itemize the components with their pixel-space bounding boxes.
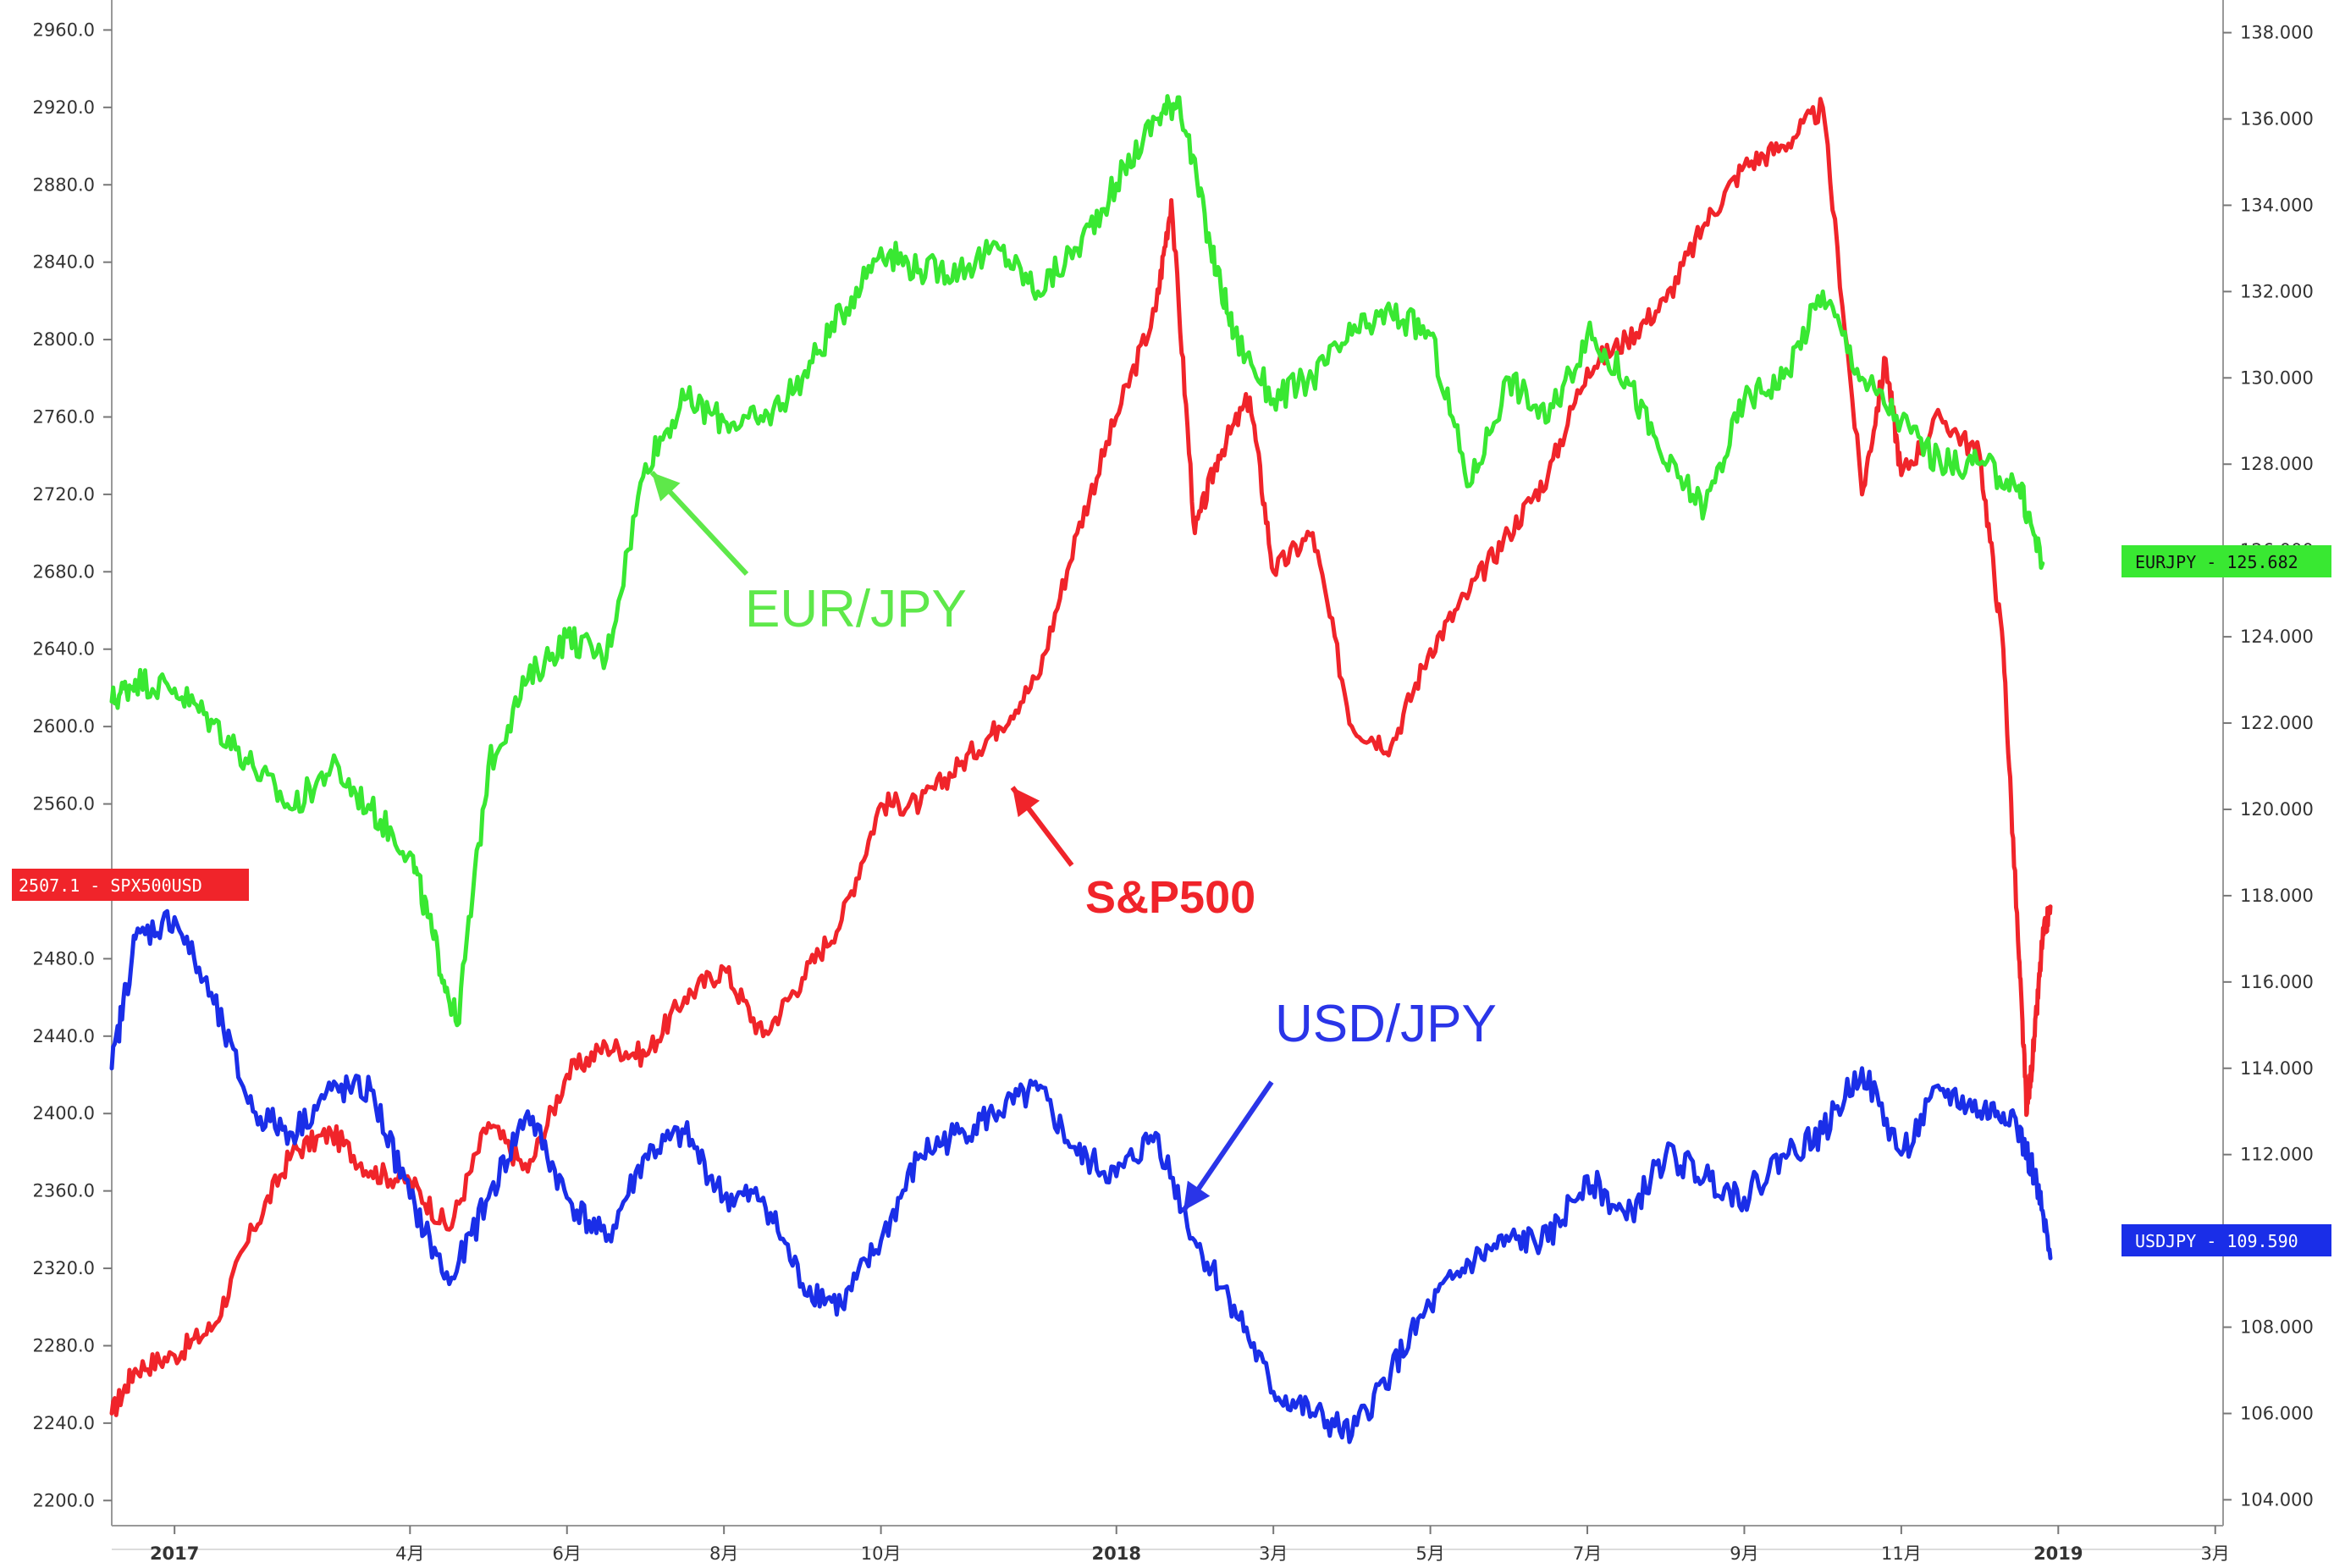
left-tick-label: 2640.0 <box>33 639 95 660</box>
arrow-sp500-head <box>1012 787 1040 818</box>
series-line-sp500 <box>109 97 2053 1417</box>
gridlines <box>111 0 2224 1550</box>
right-tick-label: 138.000 <box>2240 23 2314 43</box>
series-line-eurjpy <box>109 94 2045 1028</box>
x-tick-label: 2018 <box>1092 1543 1141 1564</box>
x-axis: 2017 4月 6月 8月 10月 2018 3月 5月 7月 9月 11月 2019 3月 <box>150 1526 2230 1564</box>
left-tick-label: 2720.0 <box>33 484 95 505</box>
x-tick-label: 8月 <box>709 1543 738 1564</box>
series-lines <box>109 94 2053 1444</box>
x-tick-label: 6月 <box>553 1543 582 1564</box>
annotation-eurjpy: EUR/JPY <box>745 580 967 638</box>
badge-usdjpy-bg <box>2122 1224 2331 1256</box>
right-tick-label: 106.000 <box>2240 1403 2314 1423</box>
right-tick-label: 116.000 <box>2240 972 2314 992</box>
left-tick-label: 2920.0 <box>33 97 95 118</box>
right-tick-label: 128.000 <box>2240 454 2314 474</box>
left-tick-label: 2760.0 <box>33 406 95 427</box>
x-tick-label: 7月 <box>1573 1543 1602 1564</box>
right-tick-label: 104.000 <box>2240 1489 2314 1510</box>
x-tick-label: 10月 <box>861 1543 902 1564</box>
right-tick-label: 134.000 <box>2240 195 2314 215</box>
x-tick-label: 9月 <box>1730 1543 1758 1564</box>
badge-eurjpy-label: EURJPY - 125.682 <box>2135 552 2298 572</box>
right-tick-label: 118.000 <box>2240 886 2314 906</box>
left-tick-label: 2880.0 <box>33 174 95 195</box>
left-y-axis: 2200.0 2240.0 2280.0 2320.0 2360.0 2400.0 2440… <box>33 19 112 1510</box>
x-tick-label: 3月 <box>1259 1543 1288 1564</box>
left-tick-label: 2440.0 <box>33 1026 95 1046</box>
arrow-usdjpy-head <box>1184 1180 1211 1211</box>
x-tick-label: 3月 <box>2201 1543 2230 1564</box>
x-tick-label: 2019 <box>2033 1543 2083 1564</box>
left-tick-label: 2560.0 <box>33 794 95 814</box>
right-tick-label: 120.000 <box>2240 799 2314 820</box>
left-tick-label: 2240.0 <box>33 1413 95 1433</box>
left-tick-label: 2200.0 <box>33 1490 95 1510</box>
right-tick-label: 114.000 <box>2240 1058 2314 1079</box>
x-tick-label: 11月 <box>1881 1543 1922 1564</box>
price-badges: 2507.1 - SPX500USD EURJPY - 125.682 USDJ… <box>12 545 2331 1256</box>
left-tick-label: 2320.0 <box>33 1258 95 1278</box>
right-tick-label: 124.000 <box>2240 627 2314 647</box>
left-tick-label: 2480.0 <box>33 948 95 969</box>
right-tick-label: 122.000 <box>2240 713 2314 733</box>
arrow-eurjpy-head <box>652 472 681 502</box>
badge-usdjpy-label: USDJPY - 109.590 <box>2135 1231 2298 1251</box>
right-tick-label: 136.000 <box>2240 109 2314 130</box>
left-tick-label: 2600.0 <box>33 716 95 737</box>
annotation-arrows <box>649 470 1274 1212</box>
series-line-usdjpy <box>109 908 2053 1444</box>
left-tick-label: 2960.0 <box>33 19 95 40</box>
left-tick-label: 2680.0 <box>33 561 95 582</box>
left-tick-label: 2280.0 <box>33 1335 95 1355</box>
left-tick-label: 2840.0 <box>33 252 95 273</box>
annotation-labels: EUR/JPY S&P500 USD/JPY <box>745 580 1497 1053</box>
x-tick-label: 4月 <box>395 1543 424 1564</box>
annotation-usdjpy: USD/JPY <box>1275 995 1497 1053</box>
badge-eurjpy-bg <box>2122 545 2331 577</box>
right-tick-label: 108.000 <box>2240 1317 2314 1338</box>
badge-spx500-bg <box>12 869 249 901</box>
right-tick-label: 112.000 <box>2240 1145 2314 1165</box>
annotation-sp500: S&P500 <box>1085 872 1255 923</box>
x-tick-label: 5月 <box>1415 1543 1444 1564</box>
right-tick-label: 130.000 <box>2240 367 2314 388</box>
x-tick-label: 2017 <box>150 1543 199 1564</box>
badge-spx500-label: 2507.1 - SPX500USD <box>19 875 202 896</box>
left-tick-label: 2800.0 <box>33 329 95 350</box>
right-tick-label: 132.000 <box>2240 281 2314 301</box>
left-tick-label: 2400.0 <box>33 1103 95 1124</box>
left-tick-label: 2360.0 <box>33 1181 95 1201</box>
